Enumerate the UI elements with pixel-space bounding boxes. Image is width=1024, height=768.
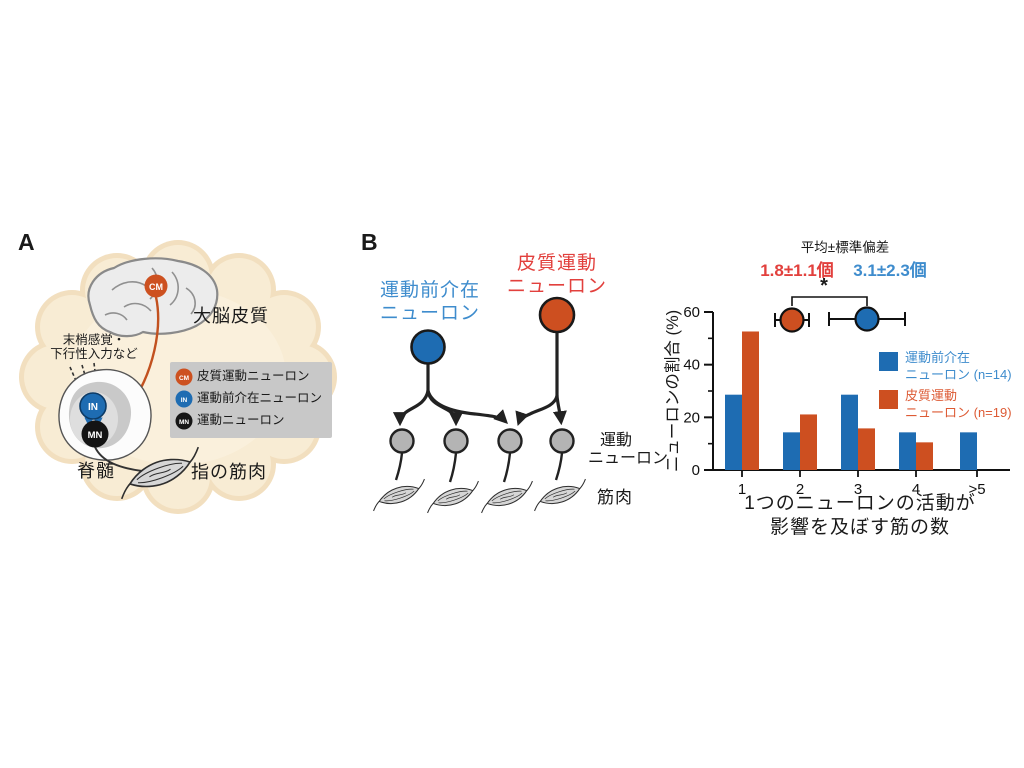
motor-neuron-circles <box>389 428 575 483</box>
panel-a-label: A <box>18 229 35 255</box>
panel-a-illustration: CM IN MN CM IN MN <box>19 240 337 514</box>
peripheral-input-label-line2: 下行性入力など <box>50 347 138 361</box>
bar-premotor->5 <box>960 432 977 470</box>
bar-premotor-2 <box>783 432 800 470</box>
brain-illustration <box>87 257 219 338</box>
premotor-mean-sd-value: 3.1±2.3個 <box>853 261 927 280</box>
bar-premotor-1 <box>725 394 742 470</box>
finger-muscle-label: 指の筋肉 <box>191 462 267 482</box>
panel-a-legend: CM IN MN <box>170 362 332 438</box>
legend-swatch <box>879 390 898 409</box>
premotor-mean-marker <box>854 306 880 332</box>
y-tick-label: 60 <box>683 304 700 321</box>
chart-legend-cm-line2: ニューロン (n=19) <box>905 405 1012 420</box>
legend-in-abbr: IN <box>181 397 188 404</box>
mn-axon <box>94 446 143 472</box>
cm-neuron-node: CM <box>144 274 168 298</box>
motor-neuron-label-line2: ニューロン <box>587 450 669 467</box>
bar-cm-4 <box>916 442 933 470</box>
y-tick-label: 20 <box>683 409 700 426</box>
x-axis-label-line1: 1つのニューロンの活動が <box>744 493 976 514</box>
chart-legend-cm-line1: 皮質運動 <box>905 388 958 403</box>
cm-node-label: CM <box>149 282 163 292</box>
bar-cm-2 <box>800 414 817 470</box>
x-tick-label: 1 <box>738 481 746 498</box>
x-tick-label: 2 <box>796 481 804 498</box>
bar-premotor-4 <box>899 432 916 470</box>
in-neuron-node: IN <box>79 392 107 420</box>
significance-star: * <box>820 275 828 297</box>
y-tick-label: 0 <box>692 462 700 479</box>
legend-cm-abbr: CM <box>179 375 189 382</box>
legend-swatch <box>879 352 898 371</box>
cortex-label: 大脳皮質 <box>193 306 269 326</box>
muscle-row <box>368 478 591 514</box>
mean-sd-plot <box>774 296 906 333</box>
y-tick-label: 40 <box>683 357 700 374</box>
muscle-label: 筋肉 <box>597 488 633 507</box>
neuron-axon-arrows <box>392 331 567 427</box>
chart-legend-premotor-line2: ニューロン (n=14) <box>905 367 1012 382</box>
spinal-cord-label: 脊髄 <box>77 461 115 481</box>
premotor-label-line2: ニューロン <box>379 303 481 324</box>
legend-in-label: 運動前介在ニューロン <box>197 391 323 405</box>
premotor-label-line1: 運動前介在 <box>379 280 481 301</box>
x-tick-label: >5 <box>968 481 985 498</box>
mn-node-label: MN <box>88 430 103 441</box>
bar-premotor-3 <box>841 394 858 470</box>
premotor-neuron-circle <box>410 329 446 365</box>
x-axis-label-line2: 影響を及ぼす筋の数 <box>769 517 951 538</box>
legend-mn-label: 運動ニューロン <box>197 413 285 427</box>
legend-mn-abbr: MN <box>179 419 189 426</box>
in-node-label: IN <box>88 402 98 413</box>
bar-cm-1 <box>742 331 759 470</box>
bar-chart: 0 20 40 60 1 2 3 4 >5 <box>683 304 1010 498</box>
mean-sd-header: 平均±標準偏差 <box>800 240 890 255</box>
panel-b-label: B <box>361 229 378 255</box>
cm-mean-sd-value: 1.8±1.1個 <box>760 261 834 280</box>
motor-neuron-label-line1: 運動 <box>599 432 633 449</box>
bar-cm-3 <box>858 428 875 470</box>
peripheral-input-label-line1: 末梢感覚・ <box>62 333 126 347</box>
x-tick-label: 3 <box>854 481 862 498</box>
legend-cm-label: 皮質運動ニューロン <box>197 369 310 383</box>
corticomotor-label-line2: ニューロン <box>506 276 608 297</box>
spinal-cord-illustration <box>58 368 152 461</box>
x-tick-label: 4 <box>912 481 920 498</box>
y-axis-label: ニューロンの割合 (%) <box>664 309 682 473</box>
cm-mean-marker <box>779 307 805 333</box>
panel-b-illustration <box>368 296 591 514</box>
significance-bracket <box>791 296 868 306</box>
corticomotor-label-line1: 皮質運動 <box>516 253 598 274</box>
chart-legend-premotor-line1: 運動前介在 <box>905 350 971 365</box>
corticomotor-neuron-circle <box>538 296 576 334</box>
mn-neuron-node: MN <box>81 420 109 448</box>
